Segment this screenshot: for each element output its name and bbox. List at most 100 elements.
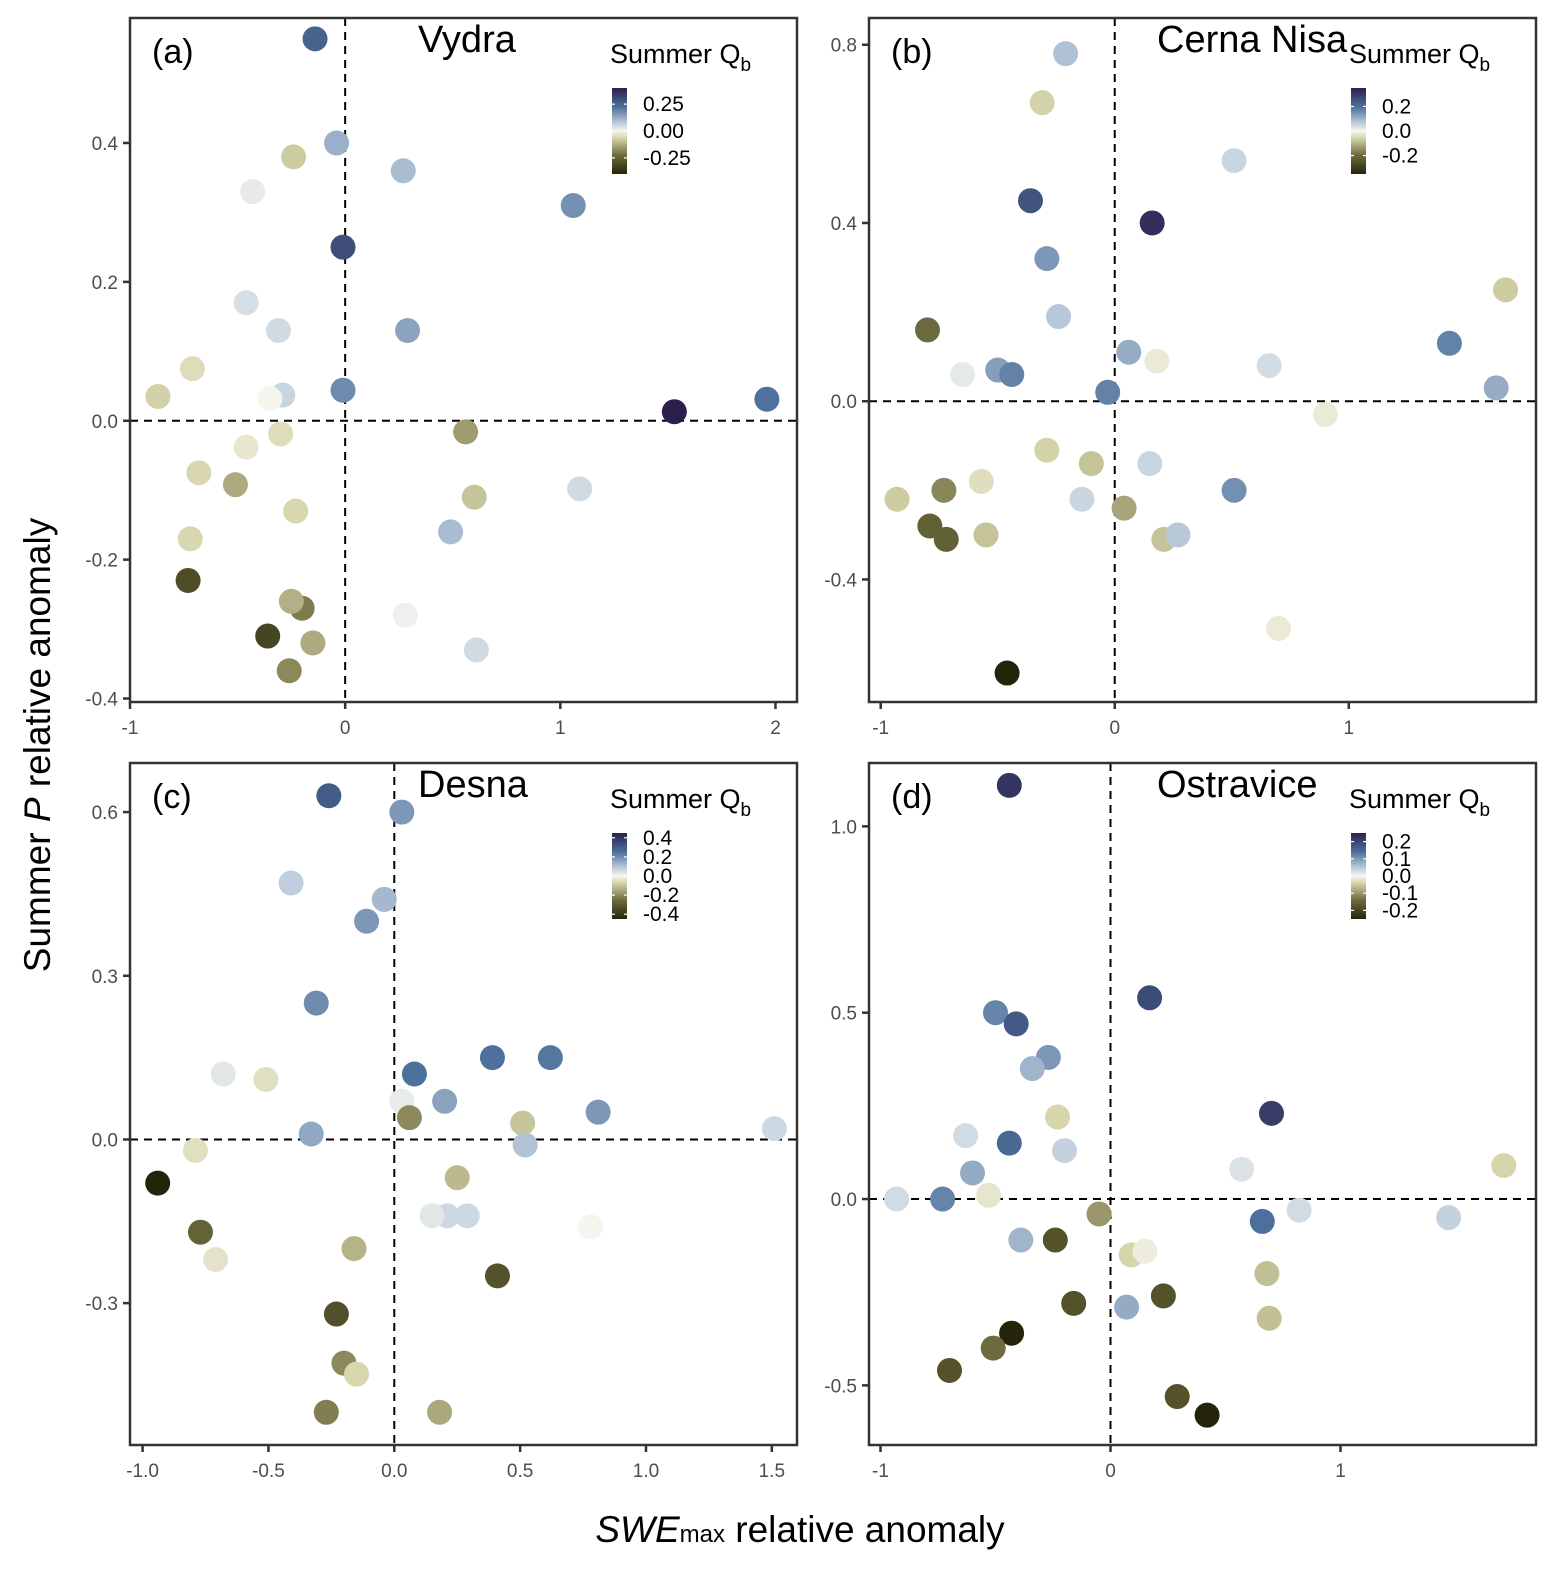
colorbar-title: Summer Qb: [1349, 784, 1490, 821]
y-tick-label: 0.4: [92, 134, 119, 155]
data-point: [1256, 1305, 1282, 1331]
data-point: [432, 1088, 458, 1114]
data-point: [1249, 1208, 1275, 1234]
data-point: [303, 990, 329, 1016]
colorbar-tick-label: -0.1: [1382, 882, 1418, 905]
data-point: [390, 158, 416, 184]
data-point: [560, 192, 586, 218]
data-point: [187, 1219, 213, 1245]
data-point: [253, 1066, 279, 1092]
data-point: [510, 1110, 536, 1136]
data-point: [182, 1137, 208, 1163]
y-tick-label: -0.5: [824, 1376, 857, 1397]
data-point: [1256, 353, 1282, 379]
data-point: [283, 498, 309, 524]
data-point: [427, 1399, 453, 1425]
data-point: [915, 317, 941, 343]
data-point: [994, 660, 1020, 686]
y-tick-label: 0.0: [92, 412, 118, 433]
data-point: [371, 886, 397, 912]
x-tick-label: 1: [1343, 718, 1354, 739]
data-point: [330, 377, 356, 403]
colorbar-title-main: Summer Q: [1349, 784, 1480, 814]
panel-frame: [128, 16, 799, 704]
colorbar-tick-label: -0.2: [1382, 145, 1418, 168]
data-point: [1137, 451, 1163, 477]
y-axis-title-pre: Summer: [17, 822, 58, 972]
colorbar-tick-label: 0.2: [1382, 95, 1411, 118]
data-point: [341, 1236, 367, 1262]
data-point: [1483, 375, 1509, 401]
data-point: [1164, 1384, 1190, 1410]
colorbar-title: Summer Qb: [610, 39, 751, 76]
data-point: [186, 460, 212, 486]
panel-letter: (d): [891, 778, 933, 816]
data-point: [268, 421, 294, 447]
x-axis-title: SWEmax relative anomaly: [595, 1509, 1005, 1550]
data-point: [512, 1132, 538, 1158]
data-point: [1008, 1227, 1034, 1253]
data-point: [233, 290, 259, 316]
data-point: [419, 1203, 445, 1229]
y-tick-label: 0.4: [831, 214, 858, 235]
panel-vydra: -1 0 1 2 -0.4 -0.2 0.0 0.2 0.4 (a) Vydra Summer Qb 0…: [85, 16, 799, 739]
data-point: [354, 908, 380, 934]
y-axis-title-italic: P: [17, 797, 58, 822]
data-point: [1078, 451, 1104, 477]
data-point: [145, 383, 171, 409]
x-tick-label: 1.5: [759, 1461, 785, 1482]
colorbar-title-subscript: b: [1480, 800, 1491, 821]
data-point: [761, 1116, 787, 1142]
x-tick-label: 0.5: [507, 1461, 533, 1482]
data-point: [1029, 90, 1055, 116]
colorbar-tick-label: -0.4: [643, 903, 680, 926]
x-tick-label: -1: [122, 718, 139, 739]
colorbar-title: Summer Qb: [1349, 39, 1490, 76]
panel-cerna-nisa: -1 0 1 -0.4 0.0 0.4 0.8 (b) Cerna Nisa Summer Qb 0…: [824, 16, 1538, 739]
data-point: [1286, 1197, 1312, 1223]
colorbar: [1351, 833, 1366, 919]
colorbar-tick-label: 0.25: [643, 93, 684, 116]
data-point: [313, 1399, 339, 1425]
data-point: [976, 1182, 1002, 1208]
data-point: [1229, 1156, 1255, 1182]
data-point: [255, 623, 281, 649]
data-point: [203, 1246, 229, 1272]
data-point: [330, 234, 356, 260]
panel-title: Ostravice: [1157, 764, 1317, 806]
data-point: [1086, 1201, 1112, 1227]
y-tick-label: 0.0: [92, 1130, 118, 1151]
data-point: [1003, 1011, 1029, 1037]
data-point: [537, 1045, 563, 1071]
data-point: [980, 1335, 1006, 1361]
panel-ostravice: -1 0 1 -0.5 0.0 0.5 1.0 (d) Ostravice Summer Qb 0.…: [824, 761, 1538, 1482]
data-point: [1221, 148, 1247, 174]
data-point: [389, 799, 415, 825]
data-point: [281, 144, 307, 170]
data-point: [1046, 304, 1072, 330]
data-point: [1034, 246, 1060, 272]
panel-title: Vydra: [418, 19, 517, 61]
y-tick-label: -0.3: [85, 1294, 118, 1315]
data-point: [1221, 477, 1247, 503]
colorbar-tick-label: 0.0: [1382, 120, 1411, 143]
data-point: [444, 1165, 470, 1191]
colorbar-tick-label: 0.00: [643, 120, 684, 143]
data-point: [1111, 495, 1137, 521]
x-tick-label: 1: [1335, 1461, 1346, 1482]
data-point: [177, 526, 203, 552]
data-point: [567, 476, 593, 502]
data-point: [953, 1123, 979, 1149]
data-point: [344, 1361, 370, 1387]
colorbar-tick-label: 0.4: [643, 827, 673, 850]
data-point: [1254, 1261, 1280, 1287]
data-point: [257, 386, 283, 412]
data-point: [484, 1263, 510, 1289]
colorbar-tick-label: 0.0: [643, 865, 672, 888]
data-point: [931, 477, 957, 503]
data-point: [1034, 437, 1060, 463]
x-tick-label: -1.0: [126, 1461, 159, 1482]
y-axis-title: Summer P relative anomaly: [17, 517, 58, 972]
colorbar-tick-label: -0.2: [643, 884, 679, 907]
